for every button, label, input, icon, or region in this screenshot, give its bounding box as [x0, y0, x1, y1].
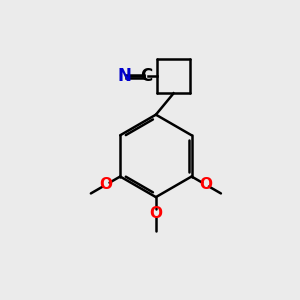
Text: O: O	[149, 206, 162, 221]
Text: O: O	[199, 177, 212, 192]
Text: O: O	[100, 177, 113, 192]
Text: C: C	[140, 68, 152, 85]
Text: N: N	[117, 68, 131, 85]
